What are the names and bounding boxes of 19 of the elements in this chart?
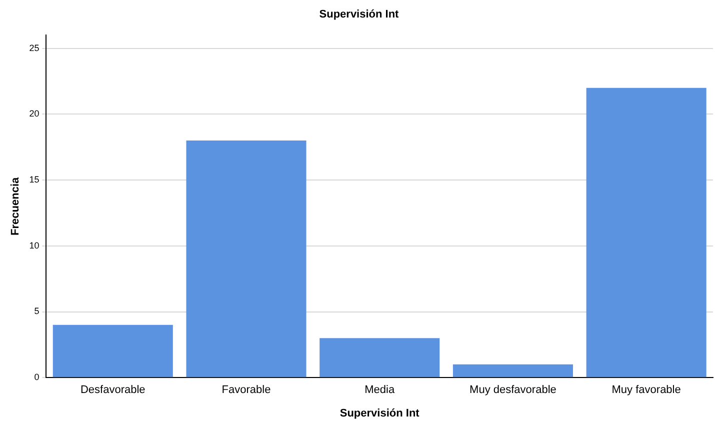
x-tick-label: Muy favorable [612, 384, 681, 396]
bar [186, 140, 306, 378]
x-axis-title: Supervisión Int [340, 407, 420, 420]
y-tick-label: 5 [34, 306, 40, 316]
x-tick-label: Media [364, 384, 396, 396]
bar [586, 88, 706, 378]
bar [52, 324, 173, 378]
y-tick-label: 20 [29, 108, 40, 119]
y-tick-label: 0 [34, 372, 40, 382]
y-axis-title: Frecuencia [10, 176, 22, 236]
y-tick-label: 25 [29, 42, 40, 53]
x-tick-label: Desfavorable [80, 384, 146, 396]
bar [452, 364, 573, 378]
x-tick-label: Muy desfavorable [470, 384, 556, 396]
x-tick-label: Favorable [222, 384, 271, 396]
y-tick-label: 10 [29, 240, 40, 250]
y-tick-label: 15 [29, 174, 40, 185]
chart-title: Supervisión Int [319, 8, 400, 21]
bar [320, 338, 440, 378]
